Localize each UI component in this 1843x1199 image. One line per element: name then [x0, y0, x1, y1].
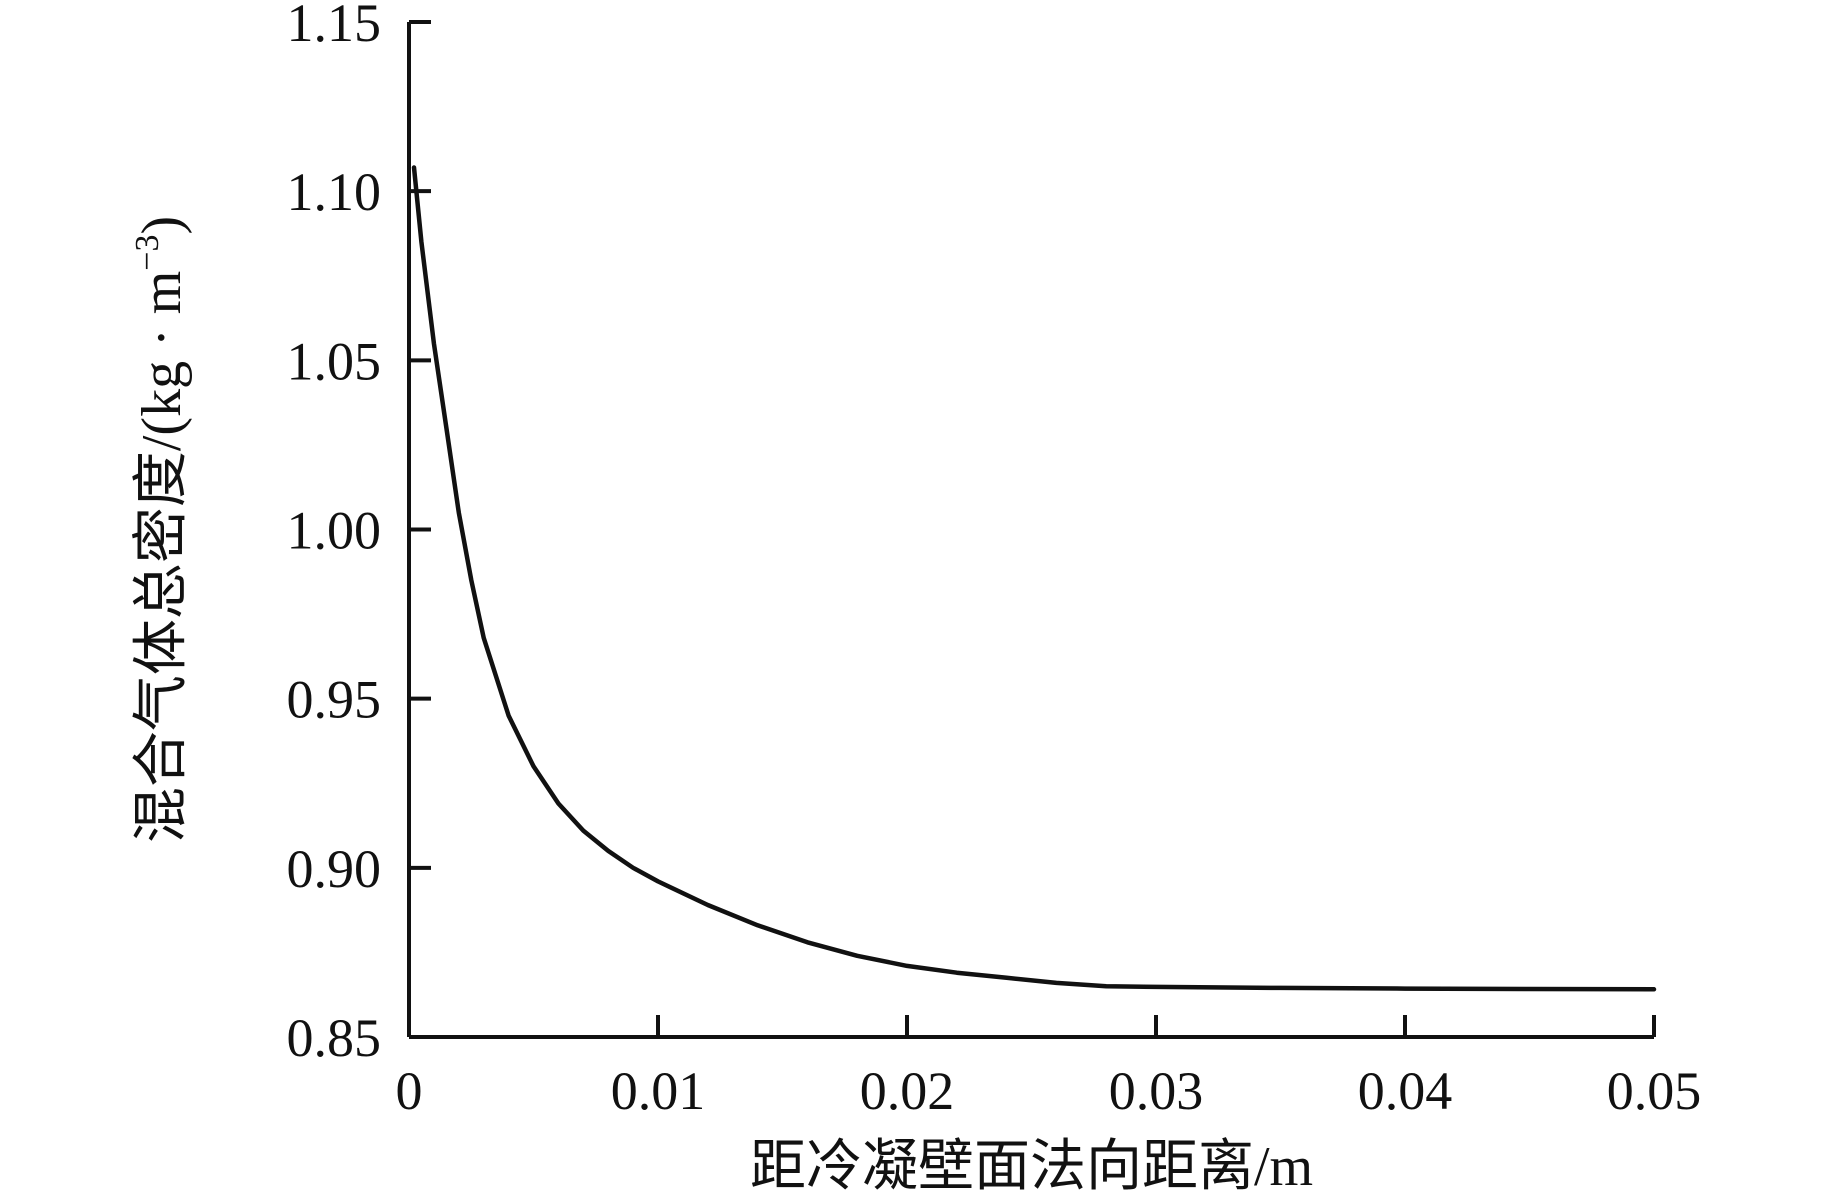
x-tick-label: 0.05 [1607, 1061, 1702, 1121]
y-tick-label: 0.85 [287, 1008, 382, 1068]
x-tick-label: 0.01 [611, 1061, 706, 1121]
y-axis-title: 混合气体总密度/(kg · m−3) [129, 216, 193, 843]
y-axis-ticks: 0.85 0.90 0.95 1.00 1.05 1.10 1.15 [287, 0, 431, 1068]
y-axis-title-close: ) [131, 216, 193, 235]
x-tick-label: 0.03 [1109, 1061, 1204, 1121]
x-tick-label: 0 [396, 1061, 423, 1121]
y-axis-title-superscript: −3 [129, 235, 166, 271]
y-tick-label: 0.90 [287, 839, 382, 899]
y-axis-title-main: 混合气体总密度/(kg · m [131, 271, 193, 843]
y-tick-label: 1.10 [287, 162, 382, 222]
y-tick-label: 1.00 [287, 501, 382, 561]
y-tick-label: 0.95 [287, 670, 382, 730]
x-tick-label: 0.04 [1358, 1061, 1453, 1121]
plot-area [407, 22, 1657, 1039]
density-series-line [411, 165, 1657, 992]
y-tick-label: 1.15 [287, 0, 382, 53]
x-axis-ticks: 0 0.01 0.02 0.03 0.04 0.05 [396, 1015, 1702, 1121]
x-tick-label: 0.02 [860, 1061, 955, 1121]
x-axis-title: 距冷凝壁面法向距离/m [750, 1136, 1313, 1198]
y-tick-label: 1.05 [287, 331, 382, 391]
